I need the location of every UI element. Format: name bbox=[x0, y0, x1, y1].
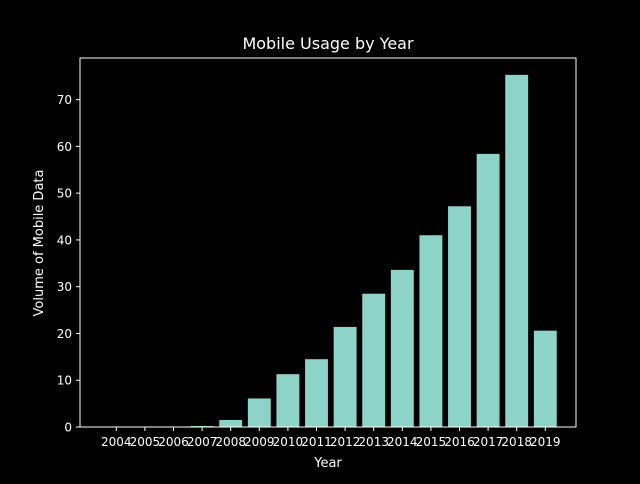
y-tick-label-60: 60 bbox=[57, 140, 72, 154]
y-tick-label-0: 0 bbox=[64, 421, 72, 435]
bar-2016 bbox=[448, 206, 471, 427]
bar-2012 bbox=[333, 326, 357, 427]
x-tick-label-2010: 2010 bbox=[273, 435, 304, 449]
bar-2017 bbox=[476, 153, 500, 427]
bar-2018 bbox=[505, 74, 529, 427]
x-tick-label-2015: 2015 bbox=[416, 435, 447, 449]
x-tick-label-2017: 2017 bbox=[473, 435, 504, 449]
bar-2009 bbox=[247, 398, 271, 427]
x-tick-label-2012: 2012 bbox=[330, 435, 361, 449]
chart-title: Mobile Usage by Year bbox=[242, 34, 414, 53]
x-tick-label-2013: 2013 bbox=[358, 435, 389, 449]
x-tick-label-2009: 2009 bbox=[244, 435, 275, 449]
bar-2015 bbox=[419, 235, 443, 427]
x-tick-label-2011: 2011 bbox=[301, 435, 332, 449]
x-axis-label: Year bbox=[313, 456, 342, 471]
x-tick-label-2019: 2019 bbox=[530, 435, 561, 449]
y-tick-label-10: 10 bbox=[57, 374, 72, 388]
bar-2010 bbox=[276, 374, 300, 427]
bar-2013 bbox=[362, 293, 386, 427]
x-axis: 2004200520062007200820092010201120122013… bbox=[101, 427, 561, 449]
x-tick-label-2004: 2004 bbox=[101, 435, 132, 449]
x-tick-label-2018: 2018 bbox=[501, 435, 532, 449]
bar-2008 bbox=[219, 419, 243, 427]
bar-2019 bbox=[533, 330, 557, 427]
plot-frame bbox=[79, 57, 577, 428]
y-tick-label-30: 30 bbox=[57, 280, 72, 294]
y-axis-label: Volume of Mobile Data bbox=[32, 170, 47, 317]
x-tick-label-2007: 2007 bbox=[187, 435, 218, 449]
x-tick-label-2006: 2006 bbox=[158, 435, 189, 449]
bars bbox=[190, 74, 557, 427]
x-tick-label-2005: 2005 bbox=[130, 435, 161, 449]
y-tick-label-40: 40 bbox=[57, 233, 72, 247]
y-axis: 0 10 20 30 40 50 60 70 bbox=[57, 93, 80, 435]
y-tick-label-20: 20 bbox=[57, 327, 72, 341]
x-tick-label-2008: 2008 bbox=[215, 435, 246, 449]
x-tick-label-2014: 2014 bbox=[387, 435, 418, 449]
bar-2014 bbox=[390, 269, 414, 427]
y-tick-label-50: 50 bbox=[57, 187, 72, 201]
x-tick-label-2016: 2016 bbox=[444, 435, 475, 449]
y-tick-label-70: 70 bbox=[57, 93, 72, 107]
bar-2011 bbox=[305, 359, 328, 427]
